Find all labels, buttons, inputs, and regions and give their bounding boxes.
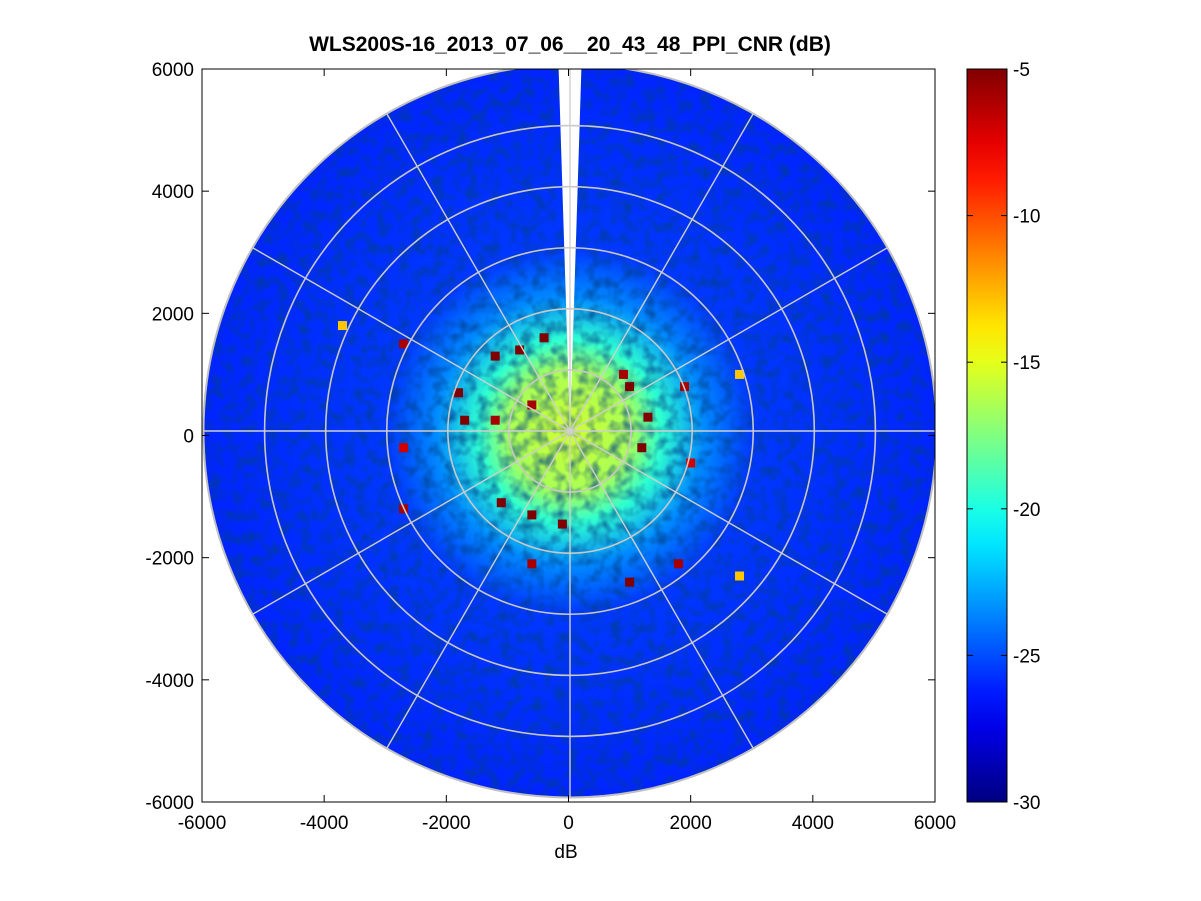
x-axis-label: dB — [554, 842, 577, 863]
y-tick-label: -4000 — [145, 671, 194, 692]
hotspot — [515, 345, 525, 355]
colorbar-tick-label: -10 — [1013, 207, 1040, 228]
y-tick-label: -6000 — [145, 793, 194, 814]
hotspot — [735, 369, 745, 379]
hotspot — [399, 443, 409, 453]
azimuth-spoke — [252, 247, 571, 432]
hotspot — [637, 443, 647, 453]
y-tick-label: 4000 — [152, 182, 194, 203]
hotspot — [337, 321, 347, 331]
hotspot — [527, 510, 537, 520]
colorbar-tick-label: -30 — [1013, 793, 1040, 814]
hotspot — [490, 415, 500, 425]
y-tick-label: 0 — [183, 427, 194, 448]
y-tick-label: 2000 — [152, 304, 194, 325]
hotspot — [527, 400, 537, 410]
hotspot — [557, 519, 567, 529]
y-tick-label: -2000 — [145, 549, 194, 570]
colorbar-frame — [966, 68, 1008, 803]
hotspot — [643, 412, 653, 422]
hotspot — [454, 388, 464, 398]
hotspot — [673, 559, 683, 569]
y-tick-label: 6000 — [152, 60, 194, 81]
x-tick-label: 4000 — [792, 813, 834, 834]
hotspot — [735, 571, 745, 581]
chart-title: WLS200S-16_2013_07_06__20_43_48_PPI_CNR … — [309, 33, 831, 56]
hotspot — [496, 498, 506, 508]
azimuth-spoke — [569, 430, 754, 749]
hotspot — [686, 458, 696, 468]
hotspot — [618, 369, 628, 379]
colorbar-tick-label: -25 — [1013, 646, 1040, 667]
colorbar-tick-label: -5 — [1013, 60, 1030, 81]
x-tick-label: 6000 — [914, 813, 956, 834]
x-tick-label: -2000 — [422, 813, 471, 834]
azimuth-spoke — [386, 113, 571, 432]
azimuth-spoke — [386, 430, 571, 749]
hotspot — [625, 382, 635, 392]
polar-grid — [202, 69, 935, 799]
hotspot — [490, 351, 500, 361]
colorbar: -30 -25 -20 -15 -10 -5 — [966, 60, 1040, 814]
hotspot — [527, 559, 537, 569]
colorbar-tick-label: -15 — [1013, 353, 1040, 374]
x-tick-label: -4000 — [300, 813, 349, 834]
x-tick-label: -6000 — [178, 813, 227, 834]
plot-axes: -6000 -4000 -2000 0 2000 4000 6000 -6000-4000-… — [145, 60, 956, 834]
colorbar-ticks: -30 -25 -20 -15 -10 -5 — [967, 60, 1040, 814]
y-axis: -6000 -4000 -2000 0 2000 4000 6000 — [145, 60, 935, 814]
x-tick-label: 2000 — [670, 813, 712, 834]
hotspot — [625, 577, 635, 587]
azimuth-spoke — [252, 430, 571, 615]
hotspot — [399, 339, 409, 349]
x-axis: -6000 -4000 -2000 0 2000 4000 6000 — [178, 69, 956, 834]
hotspot — [539, 333, 549, 343]
x-tick-label: 0 — [563, 813, 574, 834]
azimuth-spoke — [569, 113, 754, 432]
colorbar-tick-label: -20 — [1013, 500, 1040, 521]
hotspot — [460, 415, 470, 425]
azimuth-spoke — [569, 430, 888, 615]
azimuth-spoke — [569, 247, 888, 432]
colorbar-ramp — [967, 69, 1007, 802]
